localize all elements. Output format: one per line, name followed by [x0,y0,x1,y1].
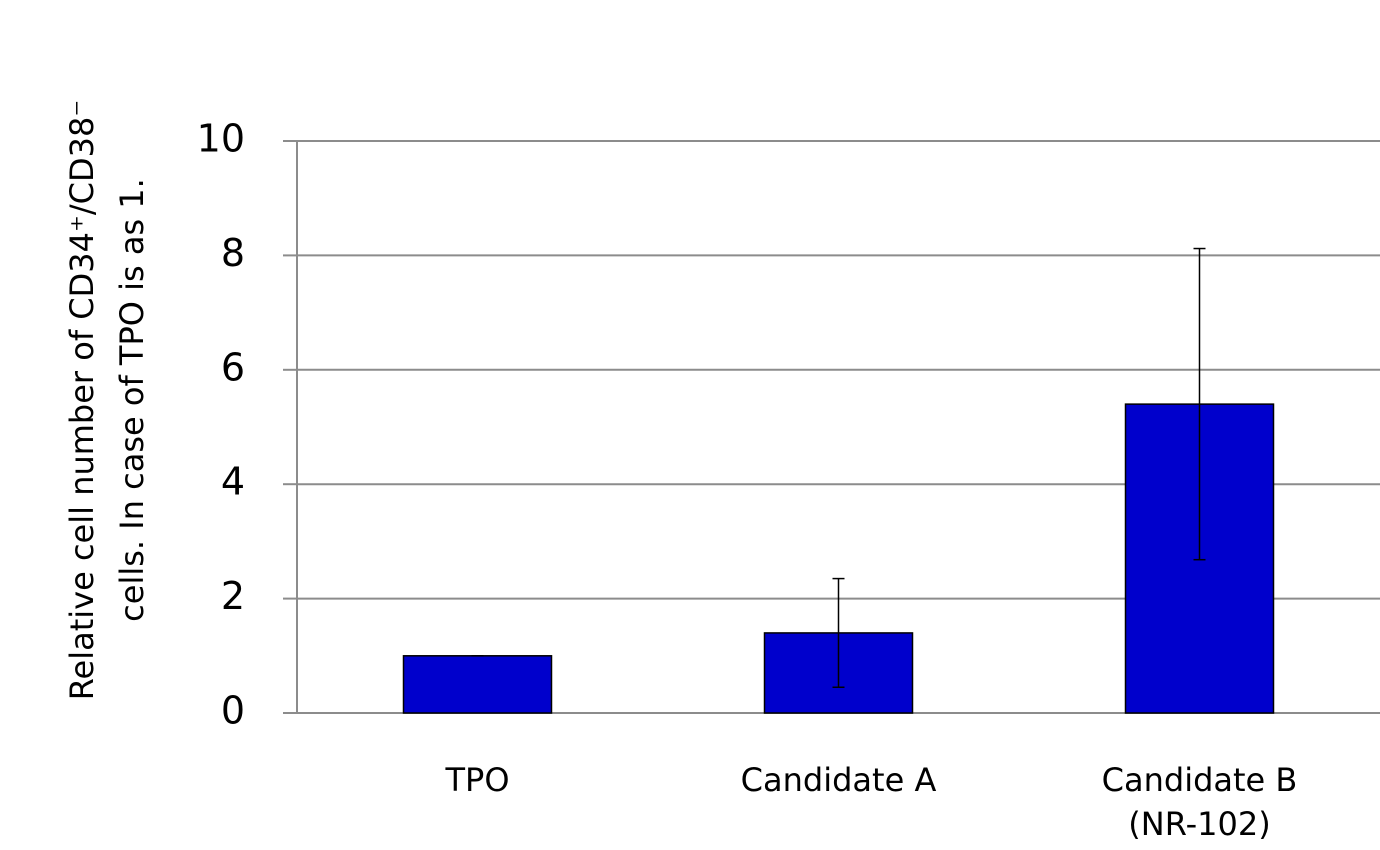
bar [402,655,553,714]
x-tick-label: Candidate B [1102,761,1298,799]
y-tick-label: 0 [221,689,245,733]
y-tick-label: 6 [221,345,245,389]
y-tick-label: 8 [221,231,245,275]
y-axis-label: Relative cell number of CD34⁺/CD38⁻ cells… [63,100,151,701]
x-tick-label: Candidate A [741,761,937,799]
y-tick-label: 2 [221,574,245,618]
x-tick-label: TPO [444,761,509,799]
x-tick-label: (NR-102) [1128,805,1270,843]
y-tick-label: 4 [221,460,245,504]
y-axis-label-line: Relative cell number of CD34⁺/CD38⁻ [63,100,101,701]
y-axis-label-line: cells. In case of TPO is as 1. [113,178,151,622]
y-tick-label: 10 [197,117,245,161]
